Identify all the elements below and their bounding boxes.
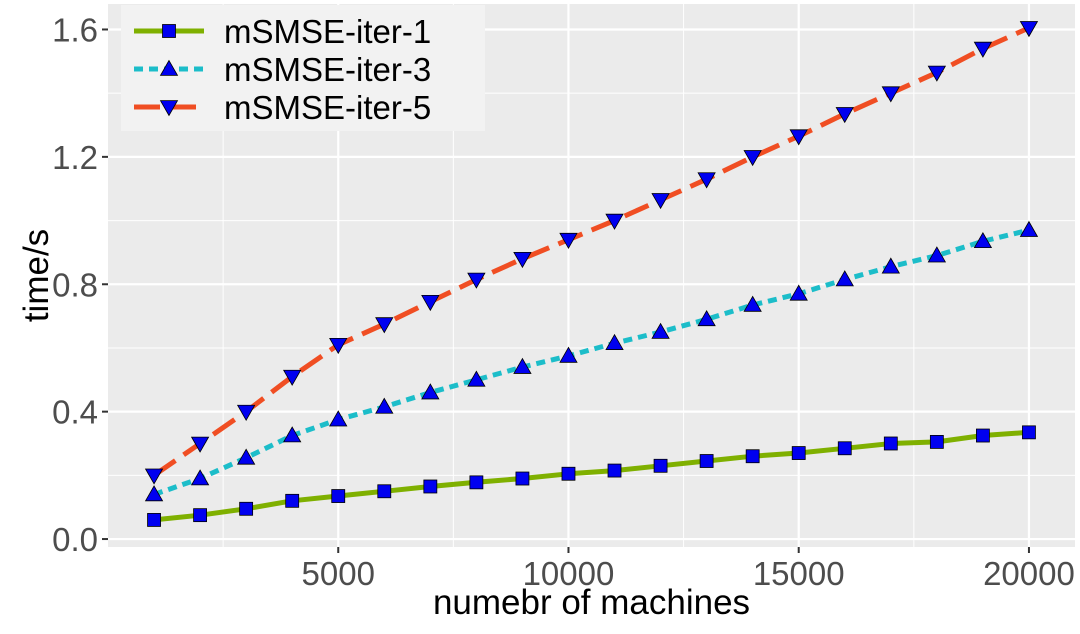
data-point <box>697 309 716 327</box>
grid <box>108 4 1075 547</box>
legend-label: mSMSE-iter-5 <box>224 89 431 126</box>
data-point <box>973 231 993 249</box>
data-point <box>1019 220 1039 237</box>
x-tick-label: 5000 <box>302 555 375 592</box>
data-point <box>329 337 348 355</box>
data-point <box>329 410 348 427</box>
data-point <box>559 232 578 249</box>
legend-item: mSMSE-iter-5 <box>134 89 431 126</box>
data-point <box>927 246 947 263</box>
data-point <box>699 454 714 468</box>
series-line <box>153 227 1030 497</box>
data-point <box>190 436 210 453</box>
data-point <box>837 441 852 456</box>
data-point <box>239 501 254 516</box>
legend-key-marker <box>159 100 179 117</box>
data-point <box>791 446 806 460</box>
data-point <box>559 346 578 363</box>
data-point <box>883 436 898 451</box>
data-point <box>375 317 394 334</box>
legend-item: mSMSE-iter-1 <box>134 13 431 50</box>
data-point <box>285 493 300 508</box>
data-point <box>513 252 532 269</box>
x-tick-label: 15000 <box>753 555 845 592</box>
y-tick-label: 0.8 <box>52 266 98 303</box>
y-tick-label: 0.0 <box>52 521 98 558</box>
data-point <box>835 270 854 287</box>
data-point <box>561 466 576 481</box>
data-point <box>743 150 762 167</box>
data-point <box>789 284 808 301</box>
data-point <box>927 65 947 82</box>
data-point <box>144 485 164 502</box>
data-point <box>513 357 532 374</box>
y-axis-title: time/s <box>17 229 56 322</box>
legend-key-marker <box>159 59 179 76</box>
x-axis-title: numebr of machines <box>433 583 750 622</box>
data-point <box>377 484 392 499</box>
data-point <box>743 295 762 312</box>
data-point <box>236 404 256 421</box>
x-tick-label: 20000 <box>983 555 1075 592</box>
data-point <box>976 428 990 443</box>
data-point <box>1022 425 1036 440</box>
data-point <box>375 397 394 414</box>
data-point <box>605 333 624 350</box>
series-line <box>153 429 1030 523</box>
data-point <box>421 383 440 400</box>
series-mSMSE-iter-1 <box>147 425 1036 527</box>
data-point <box>835 107 854 124</box>
data-point <box>515 471 530 486</box>
data-point <box>929 435 944 449</box>
data-point <box>881 257 900 274</box>
data-point <box>745 449 760 464</box>
legend-key-marker <box>162 24 176 38</box>
legend-label: mSMSE-iter-3 <box>224 51 431 88</box>
data-point <box>283 369 302 386</box>
data-point <box>973 41 993 58</box>
axes: 0.0 0.4 0.8 1.2 1.6 5000 10000 15000 20000 <box>52 11 1075 592</box>
data-point <box>144 468 164 485</box>
data-point <box>467 272 486 289</box>
data-point <box>193 508 207 523</box>
legend-item: mSMSE-iter-3 <box>134 51 431 88</box>
y-tick-label: 1.2 <box>52 139 98 176</box>
data-point <box>190 469 210 486</box>
data-point <box>789 129 808 146</box>
data-point <box>236 448 256 465</box>
series-mSMSE-iter-5 <box>144 21 1039 485</box>
data-point <box>469 475 484 490</box>
legend-label: mSMSE-iter-1 <box>224 13 431 50</box>
data-point <box>331 489 346 503</box>
data-point <box>605 213 624 230</box>
data-point <box>467 370 486 387</box>
data-point <box>651 193 670 210</box>
data-point <box>651 322 670 339</box>
y-tick-label: 1.6 <box>52 11 98 48</box>
data-point <box>1019 21 1039 38</box>
data-point <box>421 294 440 312</box>
data-point <box>423 479 438 494</box>
data-point <box>881 86 900 103</box>
series-layer <box>144 21 1039 527</box>
y-tick-label: 0.4 <box>52 394 98 431</box>
series-mSMSE-iter-3 <box>144 220 1039 502</box>
data-point <box>653 458 668 473</box>
x-tick-label: 10000 <box>523 555 615 592</box>
data-point <box>283 426 302 443</box>
data-point <box>147 513 161 527</box>
data-point <box>697 172 716 189</box>
data-point <box>607 463 622 478</box>
